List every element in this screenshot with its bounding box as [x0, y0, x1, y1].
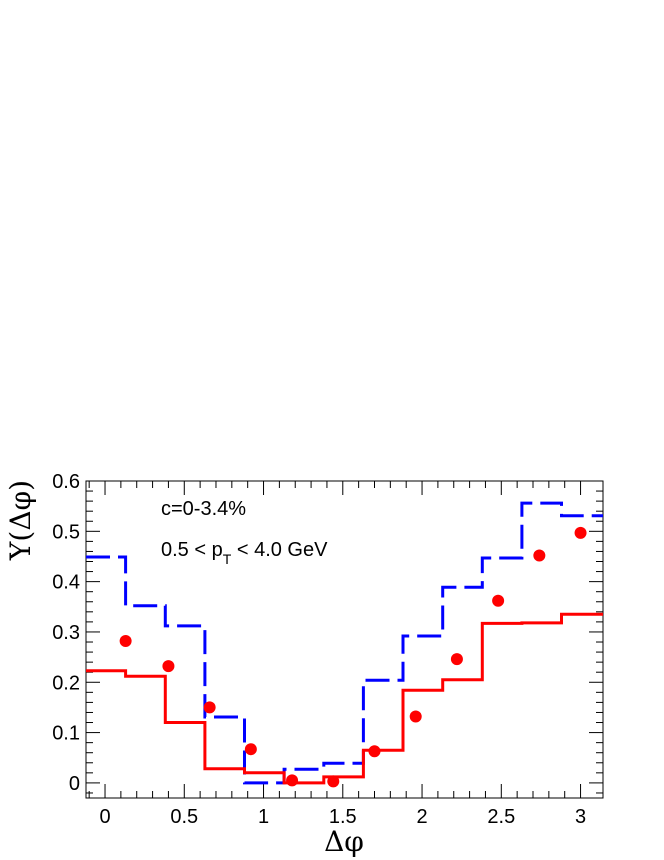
x-axis-title: Δφ — [324, 825, 364, 858]
pt-range-annotation: 0.5 < pT < 4.0 GeV — [161, 539, 328, 567]
data-point — [450, 653, 463, 666]
pt-range-suffix: < 4.0 GeV — [231, 539, 328, 561]
red-solid-step-line — [86, 612, 603, 785]
data-point — [203, 701, 216, 714]
axis-ticks — [86, 480, 603, 798]
x-tick-label: 1 — [258, 806, 269, 828]
data-point — [162, 660, 175, 673]
tick-labels: 0 0.5 1 1.5 2 2.5 3 0 0.1 0.2 0.3 0.4 0.5 0.6 — [52, 471, 586, 828]
plot-frame — [85, 480, 604, 799]
x-tick-label: 0.5 — [170, 806, 198, 828]
x-tick-label: 2.5 — [487, 806, 515, 828]
data-point — [327, 775, 340, 788]
data-point — [119, 635, 132, 648]
y-tick-label: 0 — [69, 773, 80, 795]
centrality-annotation: c=0-3.4% — [161, 498, 246, 520]
data-point — [409, 710, 422, 723]
y-tick-label: 0.2 — [52, 672, 80, 694]
data-point — [368, 745, 381, 758]
data-point — [244, 743, 257, 756]
data-point — [533, 549, 546, 562]
data-point — [574, 526, 587, 539]
y-tick-label: 0.3 — [52, 622, 80, 644]
series-layer — [86, 501, 603, 788]
x-tick-label: 1.5 — [329, 806, 357, 828]
x-tick-label: 0 — [99, 806, 110, 828]
data-point — [286, 774, 299, 787]
data-point — [492, 594, 505, 607]
pt-range-prefix: 0.5 < p — [161, 539, 223, 561]
x-tick-label: 3 — [575, 806, 586, 828]
y-tick-label: 0.1 — [52, 723, 80, 745]
y-tick-label: 0.4 — [52, 572, 80, 594]
y-axis-title: Y(Δφ) — [4, 480, 37, 561]
y-tick-label: 0.6 — [52, 471, 80, 493]
y-tick-label: 0.5 — [52, 521, 80, 543]
pt-range-subscript: T — [223, 551, 232, 567]
x-tick-label: 2 — [416, 806, 427, 828]
blue-dashed-step-line — [86, 501, 603, 785]
